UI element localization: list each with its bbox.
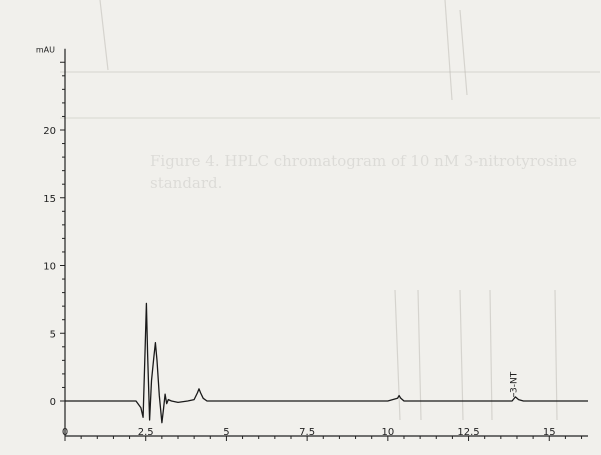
x-tick-label-5: 5	[223, 427, 229, 438]
x-tick-label-12-5: 12.5	[457, 427, 479, 438]
x-tick-label-0: 0	[62, 427, 68, 438]
x-tick-label-10: 10	[381, 427, 394, 438]
peak-label-3-nt: 3-NT	[510, 371, 520, 393]
y-tick-label-20: 20	[43, 126, 56, 137]
x-tick-label-15: 15	[543, 427, 556, 438]
axes: 0 5 10 15 20 mAU 0 2.5 5 7.5 10 12.5 15	[36, 46, 588, 441]
y-tick-label-5: 5	[50, 329, 56, 340]
ghost-line-3	[395, 290, 400, 420]
y-tick-label-10: 10	[43, 262, 56, 273]
background-ghost-marks	[60, 0, 600, 420]
trace	[65, 303, 588, 422]
ghost-line-1	[445, 0, 452, 100]
chromatogram-trace-0	[65, 303, 588, 422]
x-tick-label-7-5: 7.5	[299, 427, 315, 438]
labels: 3-NT	[510, 371, 520, 397]
ghost-line-0	[100, 0, 108, 70]
y-axis-unit-label: mAU	[36, 46, 55, 55]
y-tick-label-0: 0	[50, 397, 56, 408]
ghost-line-2	[460, 10, 467, 95]
x-tick-label-2-5: 2.5	[138, 427, 154, 438]
y-tick-label-15: 15	[43, 194, 56, 205]
